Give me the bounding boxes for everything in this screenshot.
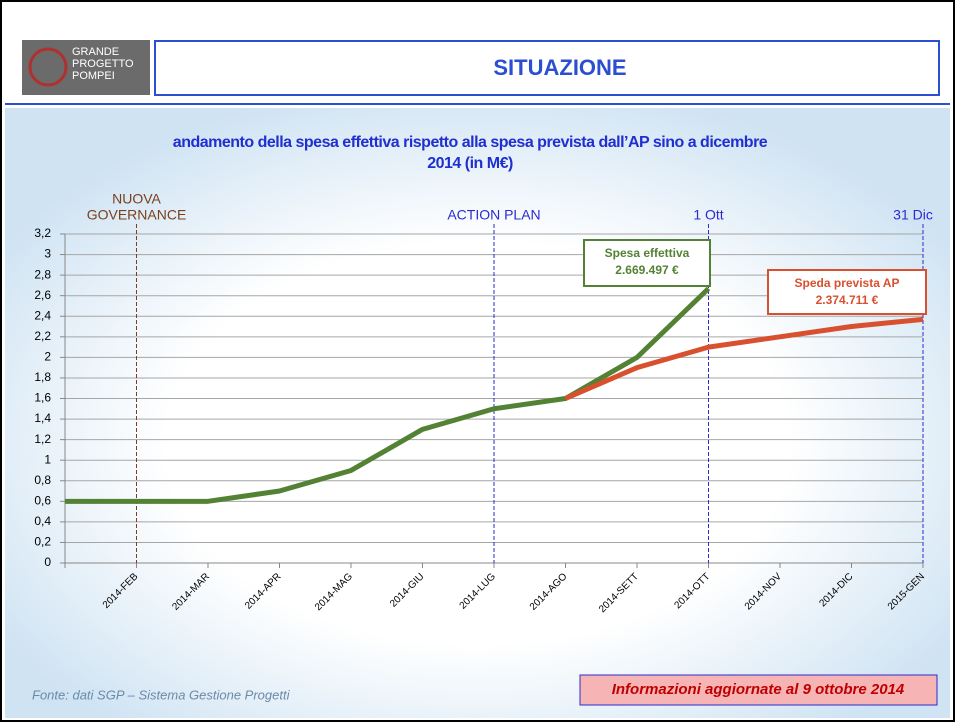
y-tick-label: 1,8 xyxy=(34,370,51,384)
title-line: andamento della spesa effettiva rispetto… xyxy=(173,134,768,151)
annotation-value: 2.374.711 € xyxy=(816,293,879,307)
annotation-box xyxy=(767,269,927,315)
note: Informazioni aggiornate al 9 ottobre 201… xyxy=(612,681,905,698)
series-line xyxy=(65,286,711,504)
reference-label: 1 Ott xyxy=(693,207,723,223)
y-tick-label: 1,4 xyxy=(34,411,51,425)
note-box xyxy=(579,674,938,706)
title-box xyxy=(154,40,940,96)
annotation-box xyxy=(583,239,711,287)
logo-mark xyxy=(28,47,68,87)
logo-line: GRANDE xyxy=(72,46,119,58)
annotation-name: Speda prevista AP xyxy=(795,276,900,290)
y-tick-label: 0,6 xyxy=(34,493,51,507)
y-tick-label: 2,8 xyxy=(34,267,51,281)
y-tick-label: 1 xyxy=(44,452,51,466)
y-tick-label: 3 xyxy=(44,247,51,261)
y-tick-label: 2 xyxy=(44,350,51,364)
y-tick-label: 2,4 xyxy=(34,308,51,322)
y-tick-label: 1,6 xyxy=(34,391,51,405)
y-tick-label: 2,2 xyxy=(34,329,51,343)
reference-label: ACTION PLAN xyxy=(447,207,540,223)
reference-label: 31 Dic xyxy=(893,207,933,223)
title-line: 2014 (in M€) xyxy=(427,155,513,172)
chart-title: andamento della spesa effettiva rispetto… xyxy=(173,134,768,172)
y-tick-label: 0,4 xyxy=(34,514,51,528)
logo-line: PROGETTO xyxy=(72,58,134,70)
y-tick-label: 0,2 xyxy=(34,535,51,549)
slide-title: SITUAZIONE xyxy=(493,55,626,80)
source: Fonte: dati SGP – Sistema Gestione Proge… xyxy=(32,687,291,702)
y-tick-label: 1,2 xyxy=(34,432,51,446)
y-tick-label: 0,8 xyxy=(34,473,51,487)
y-tick-label: 2,6 xyxy=(34,288,51,302)
logo-line: POMPEI xyxy=(72,70,115,82)
annotation-name: Spesa effettiva xyxy=(605,246,690,260)
series-line xyxy=(564,316,924,401)
reference-label: GOVERNANCE xyxy=(87,207,187,223)
y-tick-label: 3,2 xyxy=(34,226,51,240)
logo-text: GRANDE PROGETTO POMPEI xyxy=(72,46,134,82)
annotation-value: 2.669.497 € xyxy=(615,263,679,277)
reference-label: NUOVA xyxy=(112,191,161,207)
y-tick-label: 0 xyxy=(44,555,51,569)
